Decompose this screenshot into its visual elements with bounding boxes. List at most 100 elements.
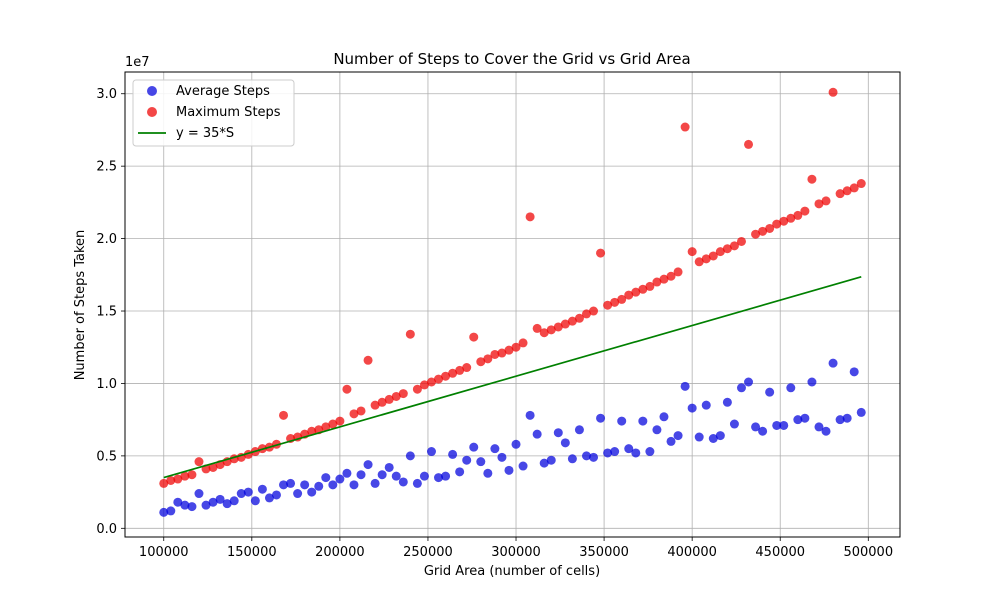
data-point	[581, 451, 591, 461]
plot-frame	[124, 71, 901, 538]
data-point	[279, 410, 289, 420]
data-point	[560, 319, 570, 329]
data-point	[356, 406, 366, 416]
data-point	[208, 462, 218, 472]
data-point	[772, 420, 782, 430]
data-point	[201, 500, 211, 510]
data-point	[328, 480, 338, 490]
data-point	[335, 416, 345, 426]
data-point	[419, 380, 429, 390]
data-point	[736, 383, 746, 393]
data-point	[398, 389, 408, 399]
data-point	[532, 323, 542, 333]
legend: Average Steps Maximum Steps y = 35*S	[132, 79, 295, 147]
data-point	[391, 391, 401, 401]
data-point	[617, 416, 627, 426]
data-point	[567, 454, 577, 464]
data-point	[631, 287, 641, 297]
data-point	[553, 322, 563, 332]
data-point	[638, 284, 648, 294]
data-point	[736, 236, 746, 246]
data-point	[673, 267, 683, 277]
data-point	[708, 251, 718, 261]
data-point	[715, 431, 725, 441]
data-point	[384, 462, 394, 472]
data-point	[680, 122, 690, 132]
data-point	[835, 189, 845, 199]
data-point	[765, 223, 775, 233]
y-tick-label: 0.0	[96, 522, 117, 537]
data-point	[271, 490, 281, 500]
data-point	[264, 493, 274, 503]
data-point	[532, 429, 542, 439]
data-point	[476, 457, 486, 467]
data-point	[412, 478, 422, 488]
data-point	[828, 87, 838, 97]
data-point	[856, 179, 866, 189]
data-point	[589, 306, 599, 316]
data-series	[159, 87, 866, 517]
data-point	[666, 436, 676, 446]
data-point	[279, 480, 289, 490]
data-point	[483, 468, 493, 478]
data-point	[729, 419, 739, 429]
data-point	[504, 465, 514, 475]
data-point	[624, 290, 634, 300]
series-average-steps	[159, 358, 866, 517]
data-point	[384, 394, 394, 404]
data-point	[525, 212, 535, 222]
data-point	[398, 477, 408, 487]
data-point	[462, 363, 472, 373]
data-point	[497, 452, 507, 462]
data-point	[821, 426, 831, 436]
data-point	[793, 210, 803, 220]
data-point	[539, 328, 549, 338]
data-point	[581, 309, 591, 319]
data-point	[335, 474, 345, 484]
y-tick-label: 1.5	[96, 305, 117, 320]
data-point	[441, 471, 451, 481]
data-point	[412, 384, 422, 394]
y-axis-label: Number of Steps Taken	[73, 230, 88, 381]
data-point	[603, 300, 613, 310]
data-point	[518, 338, 528, 348]
data-point	[701, 254, 711, 264]
data-point	[490, 349, 500, 359]
data-point	[321, 473, 331, 483]
data-point	[476, 357, 486, 367]
data-point	[645, 281, 655, 291]
data-point	[814, 199, 824, 209]
series-y-35-s	[163, 276, 862, 479]
data-point	[617, 294, 627, 304]
data-point	[434, 473, 444, 483]
data-point	[807, 377, 817, 387]
data-point	[772, 219, 782, 229]
data-point	[426, 447, 436, 457]
data-point	[257, 484, 267, 494]
data-point	[490, 444, 500, 454]
data-point	[194, 489, 204, 499]
data-point	[828, 358, 838, 368]
data-point	[800, 206, 810, 216]
legend-label-average-steps: Average Steps	[176, 84, 270, 99]
data-point	[342, 468, 352, 478]
data-point	[166, 506, 176, 516]
data-point	[511, 342, 521, 352]
data-point	[159, 478, 169, 488]
data-point	[786, 213, 796, 223]
data-point	[194, 457, 204, 467]
data-point	[849, 367, 859, 377]
data-point	[448, 449, 458, 459]
data-point	[856, 407, 866, 417]
legend-frame	[132, 79, 295, 147]
data-point	[758, 426, 768, 436]
legend-marker-average-steps	[147, 86, 157, 96]
data-point	[610, 297, 620, 307]
chart-title: Number of Steps to Cover the Grid vs Gri…	[333, 50, 690, 68]
data-point	[652, 425, 662, 435]
data-point	[455, 365, 465, 375]
data-point	[441, 371, 451, 381]
x-tick-label: 350000	[579, 545, 629, 560]
data-point	[751, 229, 761, 239]
data-point	[596, 248, 606, 258]
